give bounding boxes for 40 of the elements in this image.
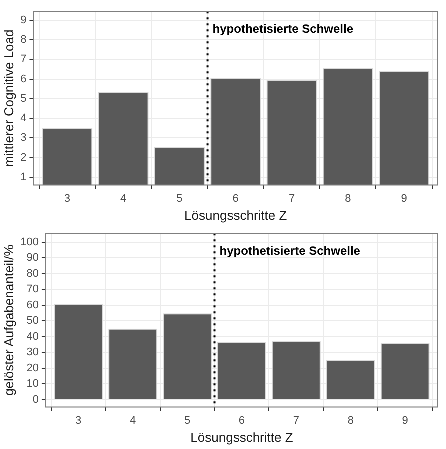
x-tick-label: 6 — [238, 414, 246, 427]
y-tick-label: 9 — [20, 14, 27, 26]
x-tick-label: 4 — [120, 192, 127, 205]
y-tick-label: 7 — [20, 54, 27, 66]
y-tick-label: 4 — [20, 112, 27, 125]
y-tick-label: 90 — [26, 252, 39, 264]
x-tick-label: 3 — [64, 192, 70, 205]
y-tick-label: 30 — [26, 346, 39, 359]
x-tick-label: 5 — [176, 192, 183, 205]
y-tick-label: 1 — [20, 171, 27, 184]
y-tick-label: 80 — [26, 268, 39, 280]
x-tick-label: 6 — [232, 192, 239, 205]
y-tick-label: 70 — [26, 284, 39, 296]
y-tick-label: 2 — [20, 152, 27, 164]
x-tick-label: 7 — [288, 192, 296, 205]
ref-line-label: hypothetisierte Schwelle — [212, 22, 354, 36]
y-tick-label: 0 — [32, 394, 39, 406]
y-tick-label: 8 — [20, 34, 27, 46]
ref-line-label: hypothetisierte Schwelle — [220, 244, 361, 258]
y-tick-label: 60 — [26, 299, 39, 312]
y-tick-label: 3 — [20, 132, 27, 144]
y-tick-label: 10 — [26, 378, 39, 390]
x-tick-label: 8 — [348, 414, 354, 427]
y-tick-label: 20 — [26, 362, 39, 374]
y-tick-label: 100 — [20, 236, 39, 248]
x-tick-label: 3 — [76, 414, 82, 427]
x-tick-label: 4 — [130, 414, 136, 427]
y-tick-label: 50 — [26, 315, 39, 328]
x-tick-label: 8 — [345, 192, 352, 205]
x-tick-label: 9 — [402, 414, 408, 427]
y-axis-title: mittlerer Cognitive Load — [1, 30, 16, 168]
y-tick-label: 6 — [20, 73, 27, 86]
y-tick-label: 40 — [26, 330, 39, 343]
x-tick-label: 5 — [184, 414, 191, 427]
x-axis-title: Lösungsschritte Z — [190, 430, 294, 445]
y-tick-label: 5 — [20, 92, 27, 105]
x-tick-label: 9 — [401, 192, 408, 205]
x-tick-label: 7 — [293, 414, 300, 427]
y-axis-title: gelöster Aufgabenanteil/% — [1, 244, 16, 396]
x-axis-title: Lösungsschritte Z — [184, 208, 288, 223]
